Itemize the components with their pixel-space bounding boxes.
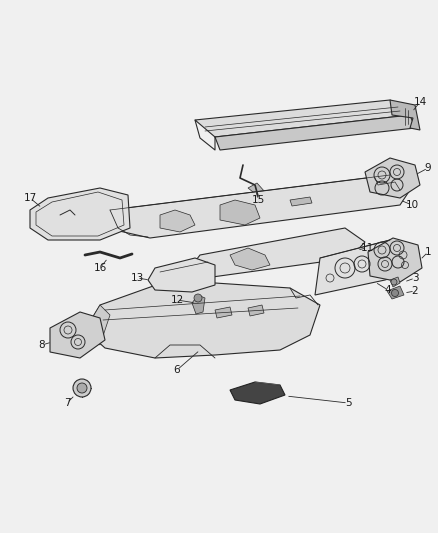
Text: 1: 1: [425, 247, 431, 257]
Circle shape: [392, 289, 399, 296]
Polygon shape: [160, 210, 195, 232]
Polygon shape: [290, 197, 312, 206]
Text: 11: 11: [360, 243, 374, 253]
Polygon shape: [387, 286, 404, 299]
Text: 7: 7: [64, 398, 71, 408]
Circle shape: [73, 379, 91, 397]
Polygon shape: [215, 115, 415, 150]
Text: 12: 12: [170, 295, 184, 305]
Text: 9: 9: [425, 163, 431, 173]
Circle shape: [77, 383, 87, 393]
Polygon shape: [185, 268, 215, 298]
Polygon shape: [195, 100, 410, 137]
Text: 5: 5: [345, 398, 351, 408]
Polygon shape: [390, 100, 420, 130]
Text: 14: 14: [413, 97, 427, 107]
Text: 8: 8: [39, 340, 45, 350]
Text: 3: 3: [412, 273, 418, 283]
Polygon shape: [50, 312, 105, 358]
Circle shape: [194, 294, 202, 302]
Polygon shape: [315, 240, 415, 295]
Text: 15: 15: [251, 195, 265, 205]
Polygon shape: [230, 382, 285, 404]
Polygon shape: [390, 277, 400, 287]
Text: 10: 10: [406, 200, 419, 210]
Text: 6: 6: [174, 365, 180, 375]
Polygon shape: [248, 305, 264, 316]
Polygon shape: [368, 238, 422, 282]
Polygon shape: [192, 295, 205, 314]
Polygon shape: [248, 183, 265, 196]
Text: 13: 13: [131, 273, 144, 283]
Text: 17: 17: [23, 193, 37, 203]
Text: 2: 2: [412, 286, 418, 296]
Circle shape: [391, 279, 397, 285]
Polygon shape: [220, 200, 260, 225]
Polygon shape: [148, 258, 215, 292]
Polygon shape: [30, 188, 130, 240]
Polygon shape: [215, 307, 232, 318]
Polygon shape: [110, 175, 410, 238]
Polygon shape: [365, 158, 420, 198]
Polygon shape: [230, 248, 270, 270]
Text: 16: 16: [93, 263, 106, 273]
Polygon shape: [190, 228, 365, 278]
Text: 4: 4: [385, 285, 391, 295]
Polygon shape: [85, 305, 110, 345]
Polygon shape: [85, 280, 320, 358]
